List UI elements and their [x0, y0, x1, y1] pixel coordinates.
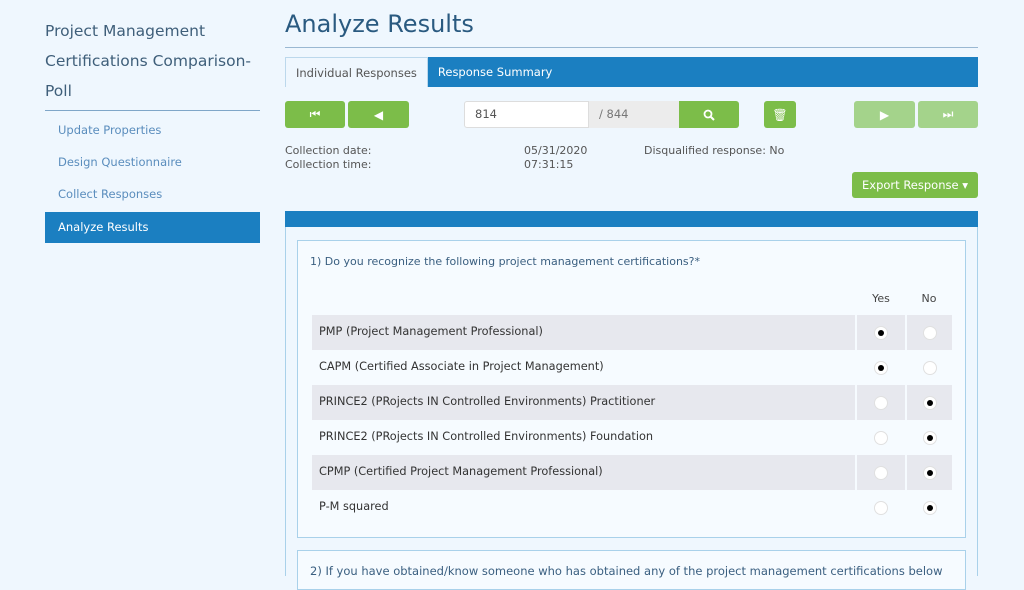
radio-yes[interactable] [874, 465, 888, 480]
table-row: PRINCE2 (PRojects IN Controlled Environm… [312, 420, 952, 455]
radio-yes[interactable] [874, 500, 888, 515]
radio-yes[interactable] [874, 395, 888, 410]
radio-no[interactable] [922, 395, 937, 410]
radio-no[interactable] [922, 465, 937, 480]
table-row: CPMP (Certified Project Management Profe… [312, 455, 952, 490]
sidebar-item-design-questionnaire[interactable]: Design Questionnaire [58, 155, 182, 169]
next-response-button[interactable]: ▶ [854, 101, 915, 128]
tab-bar: Individual Responses Response Summary [285, 57, 978, 87]
previous-response-button[interactable]: ◀ [348, 101, 409, 128]
column-no: No [921, 292, 937, 305]
collection-time-value: 07:31:15 [524, 158, 574, 171]
disqualified-status: Disqualified response: No [644, 144, 785, 157]
row-label: CAPM (Certified Associate in Project Man… [319, 360, 604, 373]
sidebar-item-analyze-results[interactable]: Analyze Results [45, 212, 260, 243]
row-label: PMP (Project Management Professional) [312, 315, 855, 350]
radio-no[interactable] [922, 325, 937, 340]
last-response-button[interactable]: ⏭ [918, 101, 978, 128]
table-row: PRINCE2 (PRojects IN Controlled Environm… [312, 385, 952, 420]
last-icon: ⏭ [942, 107, 954, 121]
radio-no[interactable] [922, 500, 937, 515]
row-label: PRINCE2 (PRojects IN Controlled Environm… [319, 430, 654, 443]
sidebar-item-collect-responses[interactable]: Collect Responses [58, 187, 163, 201]
radio-no[interactable] [922, 360, 937, 375]
collection-date-value: 05/31/2020 [524, 144, 588, 157]
collection-date-label: Collection date: [285, 144, 372, 157]
first-icon: ⏮ [309, 107, 321, 121]
row-label: PRINCE2 (PRojects IN Controlled Environm… [312, 385, 855, 420]
delete-response-button[interactable]: 🗑 [764, 101, 796, 128]
table-row: CAPM (Certified Associate in Project Man… [312, 350, 952, 385]
next-icon: ▶ [879, 107, 890, 122]
row-label: CPMP (Certified Project Management Profe… [312, 455, 855, 490]
search-button[interactable] [679, 101, 739, 128]
prev-icon: ◀ [373, 107, 384, 122]
export-response-button[interactable]: Export Response ▾ [852, 172, 978, 198]
trash-icon: 🗑 [772, 107, 788, 122]
table-row: PMP (Project Management Professional) [312, 315, 952, 350]
divider [285, 47, 978, 48]
radio-no[interactable] [922, 430, 937, 445]
page-title: Analyze Results [285, 10, 474, 38]
radio-yes[interactable] [874, 325, 888, 340]
response-header-bar [285, 211, 978, 227]
radio-yes[interactable] [874, 430, 888, 445]
column-yes: Yes [872, 292, 890, 305]
radio-yes[interactable] [874, 360, 888, 375]
tab-individual-responses[interactable]: Individual Responses [285, 57, 428, 87]
question-1-text: 1) Do you recognize the following projec… [310, 255, 700, 268]
first-response-button[interactable]: ⏮ [285, 101, 345, 128]
search-icon [703, 109, 715, 121]
response-panel [285, 227, 978, 576]
response-total: / 844 [589, 101, 679, 128]
question-2-text: 2) If you have obtained/know someone who… [310, 564, 943, 578]
response-number-input[interactable]: 814 [464, 101, 589, 128]
survey-title: Project Management Certifications Compar… [45, 16, 260, 111]
sidebar-item-update-properties[interactable]: Update Properties [58, 123, 162, 137]
row-label: P-M squared [319, 500, 389, 513]
tab-response-summary[interactable]: Response Summary [437, 65, 553, 79]
collection-time-label: Collection time: [285, 158, 372, 171]
table-row: P-M squared [312, 490, 952, 525]
